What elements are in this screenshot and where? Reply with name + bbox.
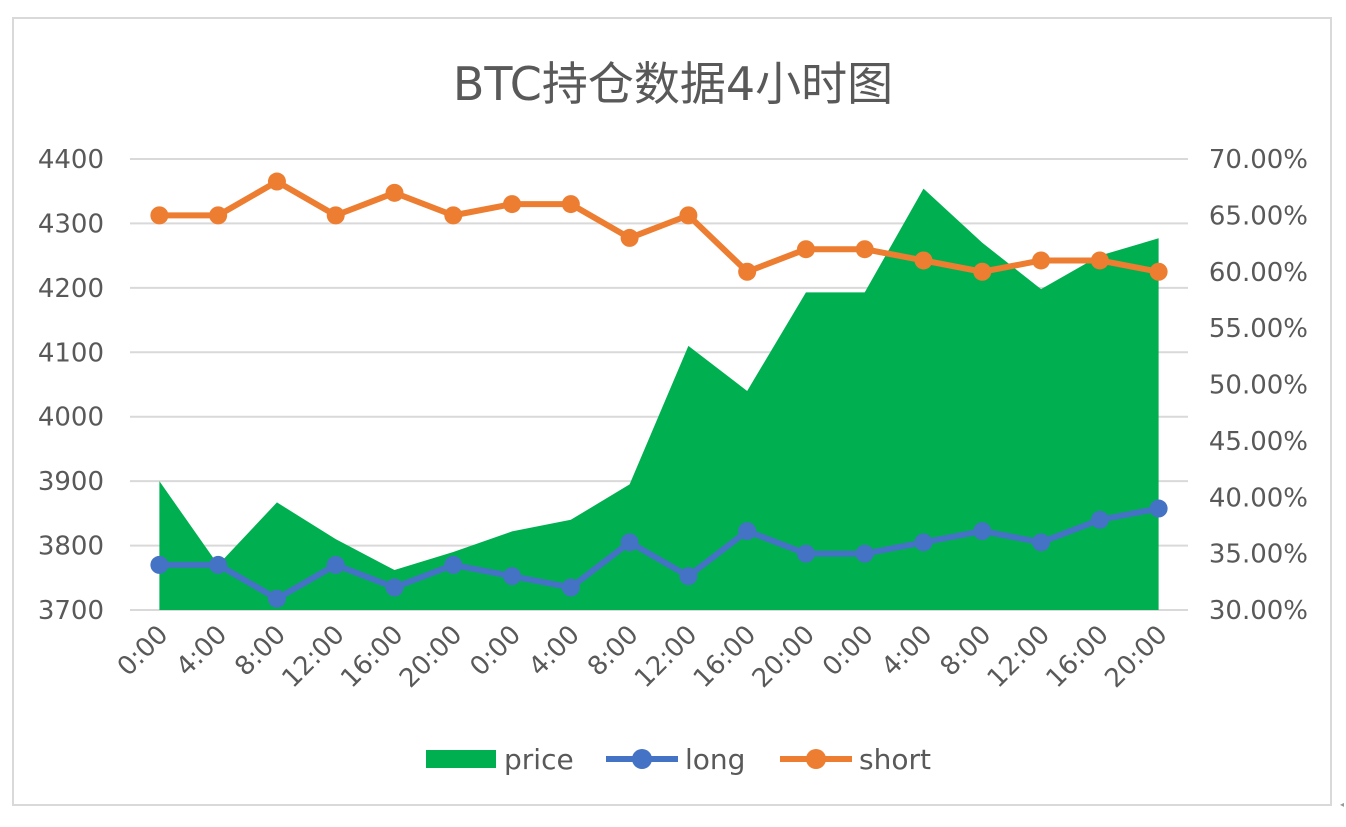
x-tick-label: 4:00	[171, 620, 234, 683]
short-point	[209, 206, 228, 225]
long-point	[796, 544, 815, 563]
legend: price long short	[426, 743, 931, 776]
y-left-tick-label: 3700	[38, 596, 104, 626]
long-point	[1032, 533, 1051, 552]
long-point	[738, 522, 757, 541]
x-tick-label: 4:00	[876, 620, 939, 683]
y-left-tick-label: 4200	[38, 274, 104, 304]
short-point	[973, 262, 992, 281]
short-point	[796, 240, 815, 259]
y-right-tick-label: 70.00%	[1209, 145, 1308, 175]
long-point	[150, 555, 169, 574]
long-point	[444, 555, 463, 574]
y-left-tick-label: 4000	[38, 403, 104, 433]
y-right-tick-label: 30.00%	[1209, 596, 1308, 626]
y-left-tick-label: 3800	[38, 532, 104, 562]
short-point	[679, 206, 698, 225]
long-point	[914, 533, 933, 552]
resize-corner-mark: ◂	[1340, 800, 1345, 809]
short-point	[150, 206, 169, 225]
legend-long-label: long	[685, 743, 745, 776]
x-tick-label: 12:00	[982, 620, 1056, 694]
long-point	[503, 567, 522, 586]
legend-long-marker	[632, 749, 652, 769]
long-line	[156, 505, 1162, 602]
y-left-tick-label: 4100	[38, 338, 104, 368]
legend-short-label: short	[859, 743, 931, 776]
x-tick-label: 16:00	[688, 620, 762, 694]
long-point	[855, 544, 874, 563]
short-point	[561, 195, 580, 214]
x-tick-label: 4:00	[523, 620, 586, 683]
x-tick-label: 0:00	[817, 620, 880, 683]
short-line	[156, 178, 1162, 275]
price-area	[159, 188, 1159, 610]
x-tick-label: 12:00	[276, 620, 350, 694]
y-right-tick-label: 50.00%	[1209, 371, 1308, 401]
y-right-tick-label: 45.00%	[1209, 427, 1308, 457]
x-tick-label: 16:00	[335, 620, 409, 694]
y-right-tick-label: 60.00%	[1209, 258, 1308, 288]
short-point	[1149, 262, 1168, 281]
x-tick-label: 20:00	[1099, 620, 1173, 694]
y-left-tick-label: 3900	[38, 467, 104, 497]
long-point	[267, 589, 286, 608]
long-point	[1149, 499, 1168, 518]
long-point	[326, 555, 345, 574]
legend-price-label: price	[504, 743, 574, 776]
long-point	[1090, 510, 1109, 529]
short-point	[738, 262, 757, 281]
chart-title: BTC持仓数据4小时图	[452, 57, 894, 111]
short-point	[1032, 251, 1051, 270]
long-point	[209, 555, 228, 574]
y-right-tick-label: 55.00%	[1209, 314, 1308, 344]
short-point	[1090, 251, 1109, 270]
short-point	[385, 183, 404, 202]
y-left-tick-label: 4400	[38, 145, 104, 175]
y-right-tick-label: 35.00%	[1209, 540, 1308, 570]
x-tick-label: 20:00	[394, 620, 468, 694]
y-right-tick-label: 40.00%	[1209, 483, 1308, 513]
x-tick-label: 0:00	[112, 620, 175, 683]
legend-short-marker	[806, 749, 826, 769]
long-point	[385, 578, 404, 597]
short-point	[914, 251, 933, 270]
short-point	[503, 195, 522, 214]
x-tick-label: 16:00	[1041, 620, 1115, 694]
legend-price-swatch	[426, 750, 496, 768]
short-point	[326, 206, 345, 225]
short-point	[855, 240, 874, 259]
y-right-tick-label: 65.00%	[1209, 201, 1308, 231]
long-point	[973, 522, 992, 541]
short-point	[444, 206, 463, 225]
short-point	[620, 228, 639, 247]
long-point	[561, 578, 580, 597]
y-left-tick-label: 4300	[38, 209, 104, 239]
long-point	[620, 533, 639, 552]
x-tick-label: 20:00	[747, 620, 821, 694]
short-point	[267, 172, 286, 191]
long-point	[679, 567, 698, 586]
x-tick-label: 12:00	[629, 620, 703, 694]
x-tick-label: 0:00	[465, 620, 528, 683]
